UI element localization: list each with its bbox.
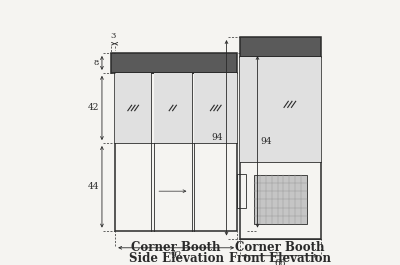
Bar bbox=[154, 73, 192, 143]
Bar bbox=[240, 57, 320, 162]
Text: 42: 42 bbox=[87, 103, 99, 112]
Text: Corner Booth: Corner Booth bbox=[236, 241, 325, 254]
Bar bbox=[194, 73, 237, 143]
Text: 44: 44 bbox=[87, 182, 99, 191]
Bar bbox=[237, 174, 246, 208]
Bar bbox=[254, 175, 307, 224]
Bar bbox=[115, 73, 237, 231]
Text: Front Elevation: Front Elevation bbox=[229, 252, 331, 265]
Text: 3: 3 bbox=[110, 32, 116, 40]
Bar bbox=[111, 53, 237, 73]
Bar bbox=[115, 73, 151, 143]
Text: 94: 94 bbox=[261, 137, 272, 146]
Text: 8: 8 bbox=[93, 59, 99, 67]
Text: 66: 66 bbox=[274, 259, 286, 265]
Text: Side Elevation: Side Elevation bbox=[129, 252, 224, 265]
Bar bbox=[240, 57, 320, 238]
Bar bbox=[240, 37, 320, 57]
Text: Corner Booth: Corner Booth bbox=[131, 241, 221, 254]
Text: 94: 94 bbox=[212, 133, 223, 142]
Text: 92: 92 bbox=[170, 251, 182, 260]
